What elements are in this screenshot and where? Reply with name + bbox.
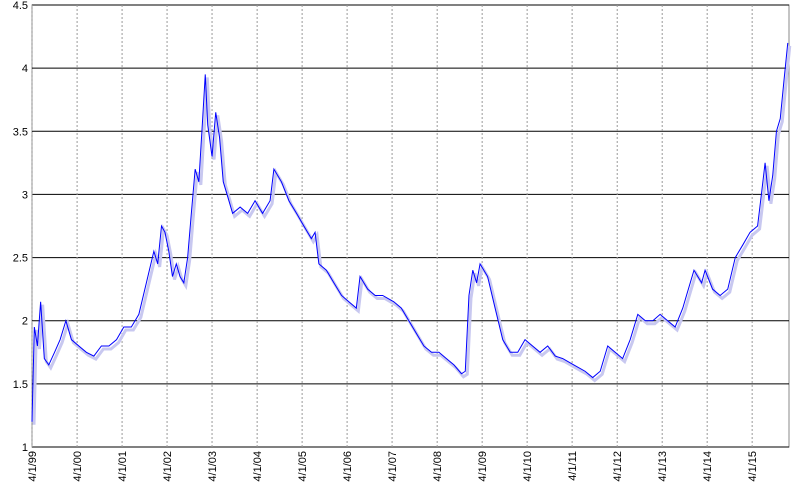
y-tick-label: 4 — [22, 63, 28, 75]
x-tick-label: 4/1/07 — [387, 451, 399, 482]
x-tick-label: 4/1/04 — [252, 451, 264, 482]
y-tick-label: 2.5 — [13, 253, 28, 265]
x-tick-label: 4/1/03 — [207, 451, 219, 482]
x-tick-label: 4/1/08 — [432, 451, 444, 482]
x-tick-label: 4/1/14 — [702, 451, 714, 482]
x-tick-label: 4/1/09 — [477, 451, 489, 482]
x-tick-label: 4/1/99 — [27, 451, 39, 482]
y-tick-label: 3.5 — [13, 126, 28, 138]
plot-area — [31, 4, 790, 448]
x-tick-label: 4/1/15 — [747, 451, 759, 482]
x-tick-label: 4/1/12 — [612, 451, 624, 482]
x-tick-label: 4/1/02 — [162, 451, 174, 482]
line — [31, 42, 789, 422]
x-tick-label: 4/1/10 — [522, 451, 534, 482]
x-tick-label: 4/1/06 — [342, 451, 354, 482]
x-tick-label: 4/1/00 — [72, 451, 84, 482]
x-tick-label: 4/1/01 — [117, 451, 129, 482]
y-tick-label: 3 — [22, 189, 28, 201]
x-tick-label: 4/1/13 — [657, 451, 669, 482]
y-tick-label: 1 — [22, 442, 28, 454]
y-tick-label: 1.5 — [13, 379, 28, 391]
y-tick-label: 4.5 — [13, 0, 28, 12]
y-tick-label: 2 — [22, 316, 28, 328]
x-tick-label: 4/1/11 — [567, 451, 579, 481]
x-tick-label: 4/1/05 — [297, 451, 309, 482]
